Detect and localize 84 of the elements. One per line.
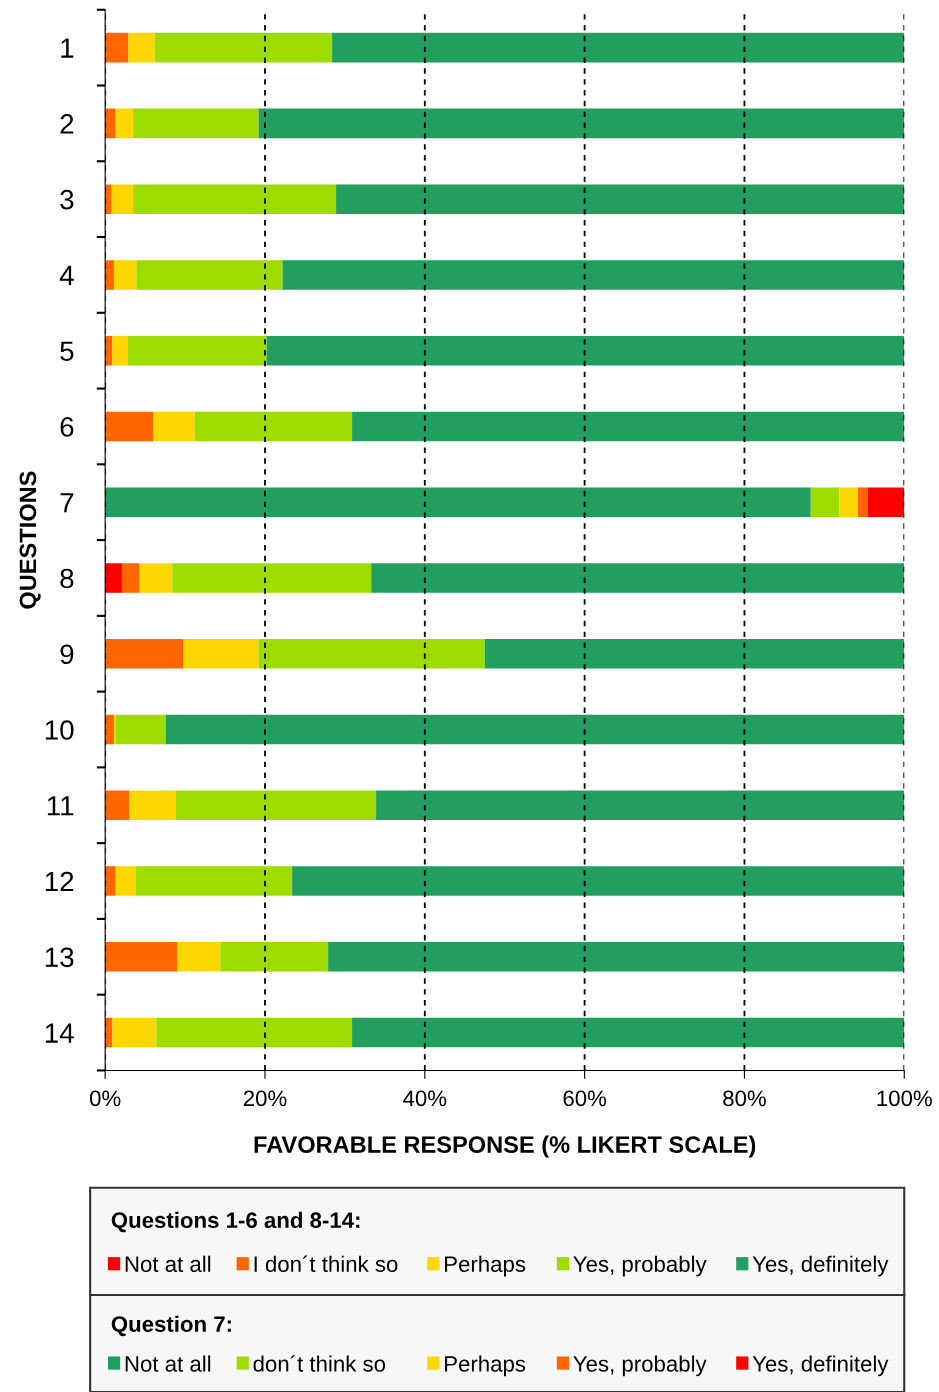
bar: [154, 32, 333, 63]
bar: [127, 335, 267, 366]
bar: [328, 942, 905, 972]
y-tick-label: 11: [47, 796, 74, 816]
bar: [336, 184, 905, 214]
bar: [105, 638, 184, 669]
text: don´t think so: [253, 1355, 386, 1372]
x-tick-label: 100%: [877, 1090, 932, 1107]
y-tick-label: 6: [60, 417, 74, 437]
bar: [352, 411, 905, 442]
bar: [177, 942, 221, 972]
text: Yes, definitely: [752, 1355, 889, 1377]
bar: [105, 184, 112, 214]
bar: [136, 260, 283, 290]
bar: [839, 487, 858, 517]
y-tick-label: 10: [45, 720, 74, 740]
text: Question 7:: [111, 1315, 231, 1337]
bar: [282, 260, 905, 290]
bar: [128, 32, 155, 63]
bar: [105, 32, 129, 63]
x-tick-label: 80%: [723, 1090, 766, 1107]
bar: [115, 108, 134, 139]
y-tick-label: 14: [45, 1023, 74, 1043]
x-tick-label: 20%: [243, 1090, 287, 1107]
x-tick-label: 60%: [563, 1090, 607, 1107]
legend-label: Perhaps: [445, 1255, 526, 1277]
bar: [112, 335, 128, 366]
bar: [332, 32, 905, 63]
bar: [105, 790, 130, 821]
y-tick-label: 12: [45, 871, 74, 892]
bar: [484, 638, 905, 669]
bar: [165, 714, 905, 745]
legend-label: Yes, probably: [573, 1255, 707, 1277]
bar: [105, 108, 116, 139]
bar: [105, 866, 116, 896]
y-tick-label: 4: [59, 265, 74, 285]
bar: [121, 563, 140, 593]
legend-label: Not at all: [125, 1255, 211, 1272]
text: Yes, probably: [573, 1355, 707, 1377]
y-tick-label: 9: [60, 644, 74, 665]
legend-label: Yes, definitely: [752, 1255, 889, 1277]
bar: [172, 563, 372, 593]
text: Perhaps: [445, 1355, 526, 1377]
bar: [105, 411, 154, 442]
bar: [175, 790, 377, 821]
bar: [112, 1017, 157, 1048]
bar: [115, 866, 136, 896]
bar: [376, 790, 905, 821]
bar: [371, 563, 905, 593]
y-tick-label: 13: [45, 947, 74, 968]
y-tick-label: 2: [60, 114, 74, 134]
bar: [105, 942, 178, 972]
bar: [133, 108, 259, 139]
bar: [111, 184, 134, 214]
y-tick-label: 7: [60, 493, 74, 513]
bar: [105, 260, 114, 290]
bar: [220, 942, 329, 972]
bar: [113, 260, 137, 290]
legend-label: I don´t think so: [254, 1255, 398, 1272]
y-tick-label: 8: [60, 568, 74, 589]
bar: [266, 335, 905, 366]
bar: [133, 184, 337, 214]
y-tick-label: 1: [61, 38, 74, 58]
x-tick-label: 0%: [89, 1090, 121, 1107]
bar: [156, 1017, 353, 1048]
bar: [115, 714, 166, 745]
bar: [135, 866, 293, 896]
bar: [258, 638, 485, 669]
bar: [258, 108, 905, 139]
bar: [183, 638, 259, 669]
bar: [129, 790, 176, 821]
x-tick-label: 40%: [403, 1090, 447, 1107]
bar: [194, 411, 353, 442]
bar: [352, 1017, 905, 1048]
bar: [105, 563, 122, 593]
text: Not at all: [125, 1355, 211, 1372]
y-tick-label: 3: [60, 189, 74, 210]
y-tick-label: 5: [60, 341, 74, 362]
bar: [153, 411, 195, 442]
legend-title: Questions 1-6 and 8-14:: [111, 1211, 360, 1233]
x-axis-title: FAVORABLE RESPONSE (% LIKERT SCALE): [254, 1135, 756, 1158]
bar: [292, 866, 905, 896]
y-axis-title: QUESTIONS: [19, 471, 41, 609]
bar: [139, 563, 173, 593]
